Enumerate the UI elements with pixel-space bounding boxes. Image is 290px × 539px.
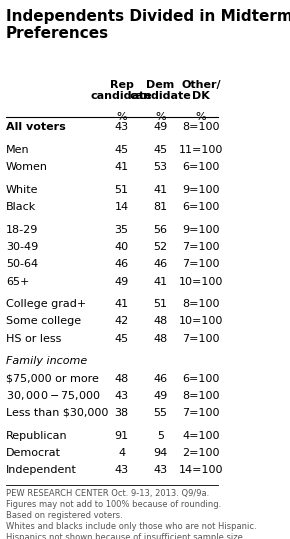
Text: 45: 45 [115, 334, 129, 344]
Text: Other/
DK: Other/ DK [181, 80, 221, 101]
Text: White: White [6, 185, 38, 195]
Text: 4=100: 4=100 [182, 431, 220, 441]
Text: 10=100: 10=100 [179, 316, 223, 327]
Text: 14=100: 14=100 [179, 465, 223, 475]
Text: 81: 81 [153, 202, 167, 212]
Text: 41: 41 [115, 299, 129, 309]
Text: 43: 43 [115, 122, 129, 132]
Text: Less than $30,000: Less than $30,000 [6, 408, 108, 418]
Text: 49: 49 [153, 391, 167, 401]
Text: 46: 46 [115, 259, 129, 270]
Text: 46: 46 [153, 374, 167, 384]
Text: Republican: Republican [6, 431, 68, 441]
Text: 9=100: 9=100 [182, 225, 220, 235]
Text: 46: 46 [153, 259, 167, 270]
Text: HS or less: HS or less [6, 334, 61, 344]
Text: %: % [116, 112, 127, 122]
Text: 10=100: 10=100 [179, 277, 223, 287]
Text: Hispanics not shown because of insufficient sample size.: Hispanics not shown because of insuffici… [6, 533, 245, 539]
Text: Figures may not add to 100% because of rounding.: Figures may not add to 100% because of r… [6, 500, 221, 509]
Text: All voters: All voters [6, 122, 66, 132]
Text: Independent: Independent [6, 465, 77, 475]
Text: 38: 38 [115, 408, 129, 418]
Text: 40: 40 [115, 242, 129, 252]
Text: $30,000-$75,000: $30,000-$75,000 [6, 389, 101, 402]
Text: 56: 56 [153, 225, 167, 235]
Text: Black: Black [6, 202, 36, 212]
Text: Independents Divided in Midterm
Preferences: Independents Divided in Midterm Preferen… [6, 9, 290, 42]
Text: 41: 41 [115, 162, 129, 172]
Text: 6=100: 6=100 [182, 162, 220, 172]
Text: 48: 48 [115, 374, 129, 384]
Text: 18-29: 18-29 [6, 225, 38, 235]
Text: 49: 49 [153, 122, 167, 132]
Text: 43: 43 [153, 465, 167, 475]
Text: 2=100: 2=100 [182, 448, 220, 458]
Text: 42: 42 [115, 316, 129, 327]
Text: %: % [155, 112, 166, 122]
Text: 7=100: 7=100 [182, 408, 220, 418]
Text: 43: 43 [115, 391, 129, 401]
Text: 41: 41 [153, 185, 167, 195]
Text: %: % [196, 112, 206, 122]
Text: 52: 52 [153, 242, 167, 252]
Text: 43: 43 [115, 465, 129, 475]
Text: Some college: Some college [6, 316, 81, 327]
Text: 45: 45 [153, 145, 167, 155]
Text: 7=100: 7=100 [182, 259, 220, 270]
Text: Family income: Family income [6, 356, 87, 367]
Text: 65+: 65+ [6, 277, 29, 287]
Text: Rep
candidate: Rep candidate [91, 80, 153, 101]
Text: 4: 4 [118, 448, 125, 458]
Text: 9=100: 9=100 [182, 185, 220, 195]
Text: Dem
candidate: Dem candidate [129, 80, 191, 101]
Text: 94: 94 [153, 448, 167, 458]
Text: 49: 49 [115, 277, 129, 287]
Text: Whites and blacks include only those who are not Hispanic.: Whites and blacks include only those who… [6, 522, 256, 531]
Text: 14: 14 [115, 202, 129, 212]
Text: 41: 41 [153, 277, 167, 287]
Text: 11=100: 11=100 [179, 145, 223, 155]
Text: 51: 51 [153, 299, 167, 309]
Text: Men: Men [6, 145, 29, 155]
Text: PEW RESEARCH CENTER Oct. 9-13, 2013. Q9/9a.: PEW RESEARCH CENTER Oct. 9-13, 2013. Q9/… [6, 489, 209, 498]
Text: 50-64: 50-64 [6, 259, 38, 270]
Text: 30-49: 30-49 [6, 242, 38, 252]
Text: College grad+: College grad+ [6, 299, 86, 309]
Text: 35: 35 [115, 225, 129, 235]
Text: 48: 48 [153, 316, 167, 327]
Text: 51: 51 [115, 185, 129, 195]
Text: 5: 5 [157, 431, 164, 441]
Text: Based on registered voters.: Based on registered voters. [6, 511, 123, 520]
Text: 53: 53 [153, 162, 167, 172]
Text: 8=100: 8=100 [182, 122, 220, 132]
Text: 8=100: 8=100 [182, 391, 220, 401]
Text: Women: Women [6, 162, 48, 172]
Text: 6=100: 6=100 [182, 374, 220, 384]
Text: 8=100: 8=100 [182, 299, 220, 309]
Text: 91: 91 [115, 431, 129, 441]
Text: 7=100: 7=100 [182, 242, 220, 252]
Text: 48: 48 [153, 334, 167, 344]
Text: $75,000 or more: $75,000 or more [6, 374, 99, 384]
Text: 55: 55 [153, 408, 167, 418]
Text: 6=100: 6=100 [182, 202, 220, 212]
Text: 45: 45 [115, 145, 129, 155]
Text: Democrat: Democrat [6, 448, 61, 458]
Text: 7=100: 7=100 [182, 334, 220, 344]
